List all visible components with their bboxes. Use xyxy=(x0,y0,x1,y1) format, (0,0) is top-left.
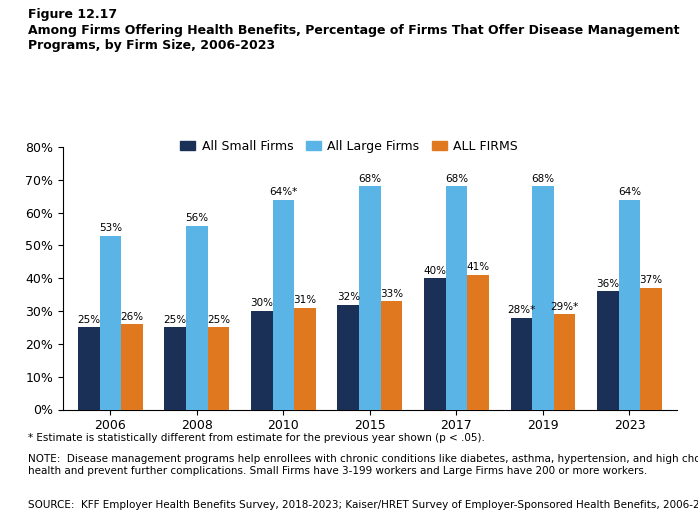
Bar xyxy=(165,328,186,410)
Bar xyxy=(251,311,273,410)
Text: 31%: 31% xyxy=(293,295,317,305)
Text: 37%: 37% xyxy=(639,276,662,286)
Bar xyxy=(532,186,554,410)
Bar xyxy=(208,328,230,410)
Text: 64%: 64% xyxy=(618,187,641,197)
Text: 68%: 68% xyxy=(445,174,468,184)
Bar xyxy=(380,301,402,410)
Bar xyxy=(121,324,143,410)
Text: 53%: 53% xyxy=(99,223,122,233)
Text: SOURCE:  KFF Employer Health Benefits Survey, 2018-2023; Kaiser/HRET Survey of E: SOURCE: KFF Employer Health Benefits Sur… xyxy=(28,500,698,510)
Text: * Estimate is statistically different from estimate for the previous year shown : * Estimate is statistically different fr… xyxy=(28,433,485,443)
Bar xyxy=(445,186,467,410)
Text: 25%: 25% xyxy=(164,315,187,325)
Text: 64%*: 64%* xyxy=(269,187,297,197)
Bar xyxy=(640,288,662,410)
Text: Among Firms Offering Health Benefits, Percentage of Firms That Offer Disease Man: Among Firms Offering Health Benefits, Pe… xyxy=(28,24,679,51)
Bar xyxy=(78,328,100,410)
Text: 28%*: 28%* xyxy=(507,305,535,315)
Text: 25%: 25% xyxy=(207,315,230,325)
Text: 33%: 33% xyxy=(380,289,403,299)
Bar xyxy=(618,200,640,410)
Text: 68%: 68% xyxy=(358,174,382,184)
Text: 26%: 26% xyxy=(121,311,144,321)
Bar xyxy=(273,200,295,410)
Bar xyxy=(295,308,316,410)
Text: 68%: 68% xyxy=(531,174,554,184)
Bar xyxy=(424,278,445,410)
Bar xyxy=(554,314,575,410)
Bar xyxy=(186,226,208,410)
Bar xyxy=(467,275,489,410)
Text: Figure 12.17: Figure 12.17 xyxy=(28,8,117,21)
Bar xyxy=(597,291,618,410)
Text: 25%: 25% xyxy=(77,315,101,325)
Text: NOTE:  Disease management programs help enrollees with chronic conditions like d: NOTE: Disease management programs help e… xyxy=(28,454,698,476)
Bar xyxy=(100,236,121,410)
Text: 30%: 30% xyxy=(251,298,274,309)
Text: 41%: 41% xyxy=(466,262,489,272)
Bar xyxy=(359,186,380,410)
Text: 29%*: 29%* xyxy=(551,302,579,312)
Text: 56%: 56% xyxy=(186,213,209,223)
Text: 36%: 36% xyxy=(596,279,619,289)
Bar xyxy=(338,304,359,410)
Text: 40%: 40% xyxy=(423,266,446,276)
Legend: All Small Firms, All Large Firms, ALL FIRMS: All Small Firms, All Large Firms, ALL FI… xyxy=(175,135,523,158)
Text: 32%: 32% xyxy=(336,292,360,302)
Bar xyxy=(510,318,532,410)
